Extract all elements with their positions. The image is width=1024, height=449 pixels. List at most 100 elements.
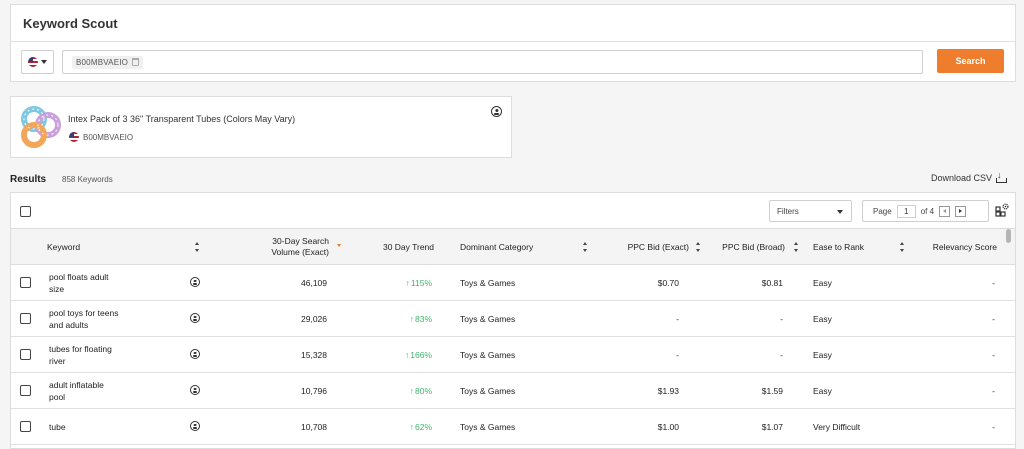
table-header: Keyword 30-Day Search Volume (Exact) 30 … xyxy=(11,229,1015,265)
sort-icon[interactable] xyxy=(696,242,701,252)
search-volume-header-line2: Volume (Exact) xyxy=(271,247,329,257)
ppc-exact-cell: - xyxy=(676,350,679,360)
keyword-line1: pool toys for teens xyxy=(49,308,119,318)
search-button[interactable]: Search xyxy=(937,49,1004,73)
ppc-broad-cell: $1.07 xyxy=(761,422,783,432)
ease-cell: Very Difficult xyxy=(813,422,861,432)
keyword-line2: pool xyxy=(49,392,66,402)
previous-page-button[interactable] xyxy=(939,205,951,217)
chevron-right-icon xyxy=(959,209,963,213)
arrow-up-icon: ↑ xyxy=(409,314,414,324)
keywords-table: Filters Page 1 of 4 Keyword 30 xyxy=(10,192,1016,449)
sort-icon[interactable] xyxy=(900,242,905,252)
keyword-detail-icon[interactable] xyxy=(190,349,200,359)
filters-dropdown[interactable]: Filters xyxy=(769,200,852,222)
search-panel: Keyword Scout B00MBVAEIO Search xyxy=(10,4,1016,82)
search-volume-cell: 10,708 xyxy=(301,422,327,432)
column-header-keyword[interactable]: Keyword xyxy=(47,242,81,252)
search-volume-cell: 46,109 xyxy=(301,278,327,288)
ppc-broad-cell: - xyxy=(780,314,783,324)
table-toolbar: Filters Page 1 of 4 xyxy=(11,193,1015,229)
keyword-detail-icon[interactable] xyxy=(190,385,200,395)
product-asin-label: B00MBVAEIO xyxy=(83,132,134,142)
column-header-ease[interactable]: Ease to Rank xyxy=(813,242,865,252)
column-header-ppc-broad[interactable]: PPC Bid (Broad) xyxy=(722,242,785,252)
table-row: adult inflatable pool 10,796 ↑ 80% Toys &… xyxy=(11,373,1015,409)
row-checkbox[interactable] xyxy=(20,277,31,288)
ease-cell: Easy xyxy=(813,386,832,396)
search-volume-cell: 10,796 xyxy=(301,386,327,396)
product-title: Intex Pack of 3 36" Transparent Tubes (C… xyxy=(68,114,296,124)
next-page-button[interactable] xyxy=(955,205,967,217)
ppc-broad-cell: - xyxy=(780,350,783,360)
ppc-exact-cell: $1.93 xyxy=(657,386,679,396)
page-title: Keyword Scout xyxy=(23,16,118,31)
select-all-checkbox[interactable] xyxy=(20,206,31,217)
chevron-left-icon xyxy=(943,209,947,213)
sort-descending-icon[interactable] xyxy=(337,244,341,247)
table-row: tube 10,708 ↑ 62% Toys & Games $1.00 $1.0… xyxy=(11,409,1015,445)
keyword-cell: adult inflatable pool xyxy=(49,373,149,409)
trend-cell: ↑ 83% xyxy=(354,301,432,337)
page-number-input[interactable]: 1 xyxy=(896,204,916,218)
download-csv-link[interactable]: Download CSV xyxy=(931,170,1008,183)
category-cell: Toys & Games xyxy=(460,278,516,288)
relevancy-cell: - xyxy=(992,278,995,288)
column-header-search-volume[interactable]: 30-Day Search Volume (Exact) xyxy=(249,229,329,265)
ease-cell: Easy xyxy=(813,314,832,324)
relevancy-cell: - xyxy=(992,386,995,396)
ease-cell: Easy xyxy=(813,278,832,288)
column-header-relevancy[interactable]: Relevancy Score xyxy=(932,242,997,252)
scrollbar-thumb[interactable] xyxy=(1006,229,1011,243)
row-checkbox[interactable] xyxy=(20,421,31,432)
sort-icon[interactable] xyxy=(195,242,200,252)
keyword-detail-icon[interactable] xyxy=(190,313,200,323)
column-header-ppc-exact[interactable]: PPC Bid (Exact) xyxy=(627,242,689,252)
table-row: pool floats adult size 46,109 ↑ 115% Toys… xyxy=(11,265,1015,301)
results-heading: Results xyxy=(10,174,47,185)
ppc-exact-cell: $0.70 xyxy=(657,278,679,288)
trend-value: 80% xyxy=(414,386,432,396)
table-scrollbar[interactable] xyxy=(1006,229,1012,448)
keyword-line1: tubes for floating xyxy=(49,344,112,354)
sort-icon[interactable] xyxy=(794,242,799,252)
column-settings-icon[interactable] xyxy=(995,203,1009,217)
keyword-cell: tube xyxy=(49,409,149,445)
row-checkbox[interactable] xyxy=(20,313,31,324)
trash-icon[interactable] xyxy=(132,58,140,66)
row-checkbox[interactable] xyxy=(20,349,31,360)
keyword-detail-icon[interactable] xyxy=(190,421,200,431)
header-divider xyxy=(11,41,1015,42)
keyword-line2: and adults xyxy=(49,320,89,330)
column-header-category[interactable]: Dominant Category xyxy=(460,242,534,252)
chevron-down-icon xyxy=(41,60,47,64)
ppc-exact-cell: $1.00 xyxy=(657,422,679,432)
relevancy-cell: - xyxy=(992,422,995,432)
row-checkbox[interactable] xyxy=(20,385,31,396)
keyword-line1: tube xyxy=(49,422,66,432)
page-total: of 4 xyxy=(920,206,935,216)
keyword-detail-icon[interactable] xyxy=(190,277,200,287)
country-select[interactable] xyxy=(21,50,54,74)
product-thumbnail xyxy=(21,106,61,148)
category-cell: Toys & Games xyxy=(460,386,516,396)
ppc-broad-cell: $0.81 xyxy=(761,278,783,288)
table-row: tubes for floating river 15,328 ↑ 166% To… xyxy=(11,337,1015,373)
relevancy-cell: - xyxy=(992,350,995,360)
trend-cell: ↑ 62% xyxy=(354,409,432,445)
keyword-cell: pool floats adult size xyxy=(49,265,149,301)
asin-search-input[interactable]: B00MBVAEIO xyxy=(62,50,923,74)
product-asin: B00MBVAEIO xyxy=(69,132,133,142)
product-badge-icon[interactable] xyxy=(491,106,502,117)
search-volume-cell: 29,026 xyxy=(301,314,327,324)
sort-icon[interactable] xyxy=(583,242,588,252)
trend-value: 83% xyxy=(414,314,432,324)
table-body: pool floats adult size 46,109 ↑ 115% Toys… xyxy=(11,265,1015,445)
keyword-cell: pool toys for teens and adults xyxy=(49,301,149,337)
page-label: Page xyxy=(873,206,892,216)
category-cell: Toys & Games xyxy=(460,314,516,324)
column-header-trend[interactable]: 30 Day Trend xyxy=(382,242,434,252)
trend-value: 166% xyxy=(410,350,432,360)
trend-cell: ↑ 115% xyxy=(354,265,432,301)
